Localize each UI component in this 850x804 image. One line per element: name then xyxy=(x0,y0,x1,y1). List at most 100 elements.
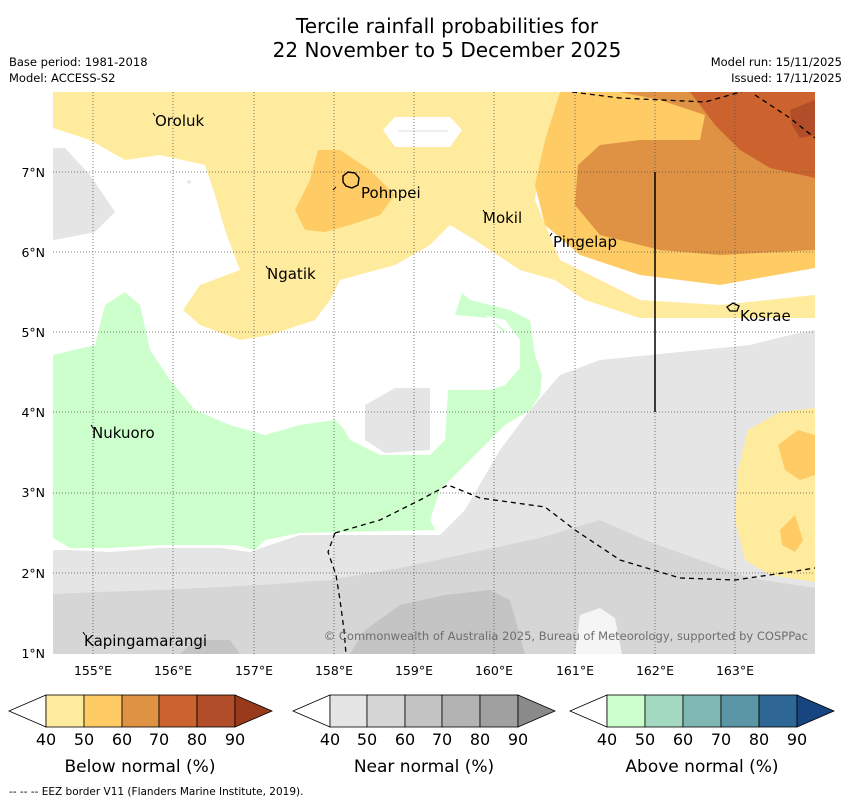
near-swatch-1 xyxy=(329,694,368,728)
below-swatch-0 xyxy=(7,694,47,728)
place-kapingamarangi: Kapingamarangi xyxy=(84,632,207,650)
near-tick-40: 40 xyxy=(320,730,340,749)
above-normal-label: Above normal (%) xyxy=(625,757,778,777)
info-right: Model run: 15/11/2025 Issued: 17/11/2025 xyxy=(711,54,842,86)
below-50-east-2 xyxy=(780,515,803,552)
lon-label-162e: 162°E xyxy=(636,663,674,678)
model-name: Model: ACCESS-S2 xyxy=(9,71,116,85)
lat-label-4n: 4°N xyxy=(21,405,45,420)
below-40-main-region xyxy=(53,92,815,340)
eez-northeast xyxy=(754,94,815,139)
white-hole-top xyxy=(383,117,462,147)
legend-near xyxy=(291,694,557,728)
lon-label-161e: 161°E xyxy=(556,663,594,678)
near-swatch-0 xyxy=(291,694,331,728)
place-kosrae: Kosrae xyxy=(740,307,791,325)
below-tick-50: 50 xyxy=(74,730,94,749)
lon-label-155e: 155°E xyxy=(74,663,112,678)
white-spot-bottom xyxy=(575,608,622,654)
near-60-south xyxy=(350,590,525,654)
lat-label-5n: 5°N xyxy=(21,325,45,340)
kosrae-island-icon xyxy=(726,302,740,312)
below-50-east-1 xyxy=(778,430,815,480)
copyright-text: © Commonwealth of Australia 2025, Bureau… xyxy=(324,629,808,643)
pohnpei-reef xyxy=(332,186,337,191)
map-title: Tercile rainfall probabilities for 22 No… xyxy=(0,14,850,62)
islet-marker xyxy=(187,180,191,184)
footer-note: -- -- -- EEZ border V11 (Flanders Marine… xyxy=(9,786,304,798)
below-tick-60: 60 xyxy=(112,730,132,749)
white-gap-green xyxy=(195,315,520,440)
place-ngatik: Ngatik xyxy=(267,265,316,283)
title-line-1: Tercile rainfall probabilities for xyxy=(295,14,599,38)
issued-date: Issued: 17/11/2025 xyxy=(731,71,842,85)
below-swatch-1 xyxy=(45,694,85,728)
below-swatch-3 xyxy=(121,694,160,728)
eez-southwest xyxy=(327,532,347,654)
above-tick-40: 40 xyxy=(597,730,617,749)
pohnpei-island-icon xyxy=(342,171,360,189)
below-swatch-5 xyxy=(196,694,236,728)
above-40-region xyxy=(53,292,542,550)
near-50-south xyxy=(53,520,815,654)
below-tick-70: 70 xyxy=(149,730,169,749)
eez-south xyxy=(334,484,815,581)
near-swatch-6 xyxy=(517,694,557,728)
near-tick-60: 60 xyxy=(395,730,415,749)
place-nukuoro: Nukuoro xyxy=(92,424,155,442)
lon-label-157e: 157°E xyxy=(235,663,273,678)
above-swatch-3 xyxy=(682,694,722,728)
lat-label-6n: 6°N xyxy=(21,245,45,260)
below-70-northeast xyxy=(690,92,815,178)
place-mokil: Mokil xyxy=(483,209,522,227)
below-tick-40: 40 xyxy=(36,730,56,749)
above-swatch-1 xyxy=(606,694,646,728)
place-oroluk: Oroluk xyxy=(155,112,204,130)
near-swatch-4 xyxy=(441,694,481,728)
lon-label-160e: 160°E xyxy=(475,663,513,678)
near-swatch-2 xyxy=(366,694,406,728)
below-normal-label: Below normal (%) xyxy=(65,757,216,777)
below-tick-80: 80 xyxy=(187,730,207,749)
lon-label-158e: 158°E xyxy=(315,663,353,678)
eez-north xyxy=(571,92,744,103)
legend-above xyxy=(568,694,836,728)
eez-borders xyxy=(327,92,815,654)
place-pingelap: Pingelap xyxy=(553,233,617,251)
near-swatch-5 xyxy=(479,694,519,728)
near-60-southwest xyxy=(180,640,240,654)
near-tick-70: 70 xyxy=(432,730,452,749)
near-normal-label: Near normal (%) xyxy=(354,757,494,777)
map-plot: Oroluk Pohnpei Mokil Pingelap Ngatik Kos… xyxy=(53,92,815,654)
place-pohnpei: Pohnpei xyxy=(361,184,421,202)
above-tick-90: 90 xyxy=(787,730,807,749)
above-swatch-6 xyxy=(796,694,836,728)
place-markers xyxy=(82,112,553,636)
lon-label-163e: 163°E xyxy=(716,663,754,678)
model-run: Model run: 15/11/2025 xyxy=(710,55,842,69)
base-period: Base period: 1981-2018 xyxy=(9,55,148,69)
lat-label-3n: 3°N xyxy=(21,485,45,500)
above-swatch-2 xyxy=(644,694,684,728)
lat-label-1n: 1°N xyxy=(21,646,45,661)
lat-label-2n: 2°N xyxy=(21,566,45,581)
above-swatch-4 xyxy=(720,694,760,728)
below-swatch-6 xyxy=(234,694,274,728)
below-swatch-2 xyxy=(83,694,123,728)
legend-below xyxy=(7,694,274,728)
above-tick-80: 80 xyxy=(749,730,769,749)
near-tick-90: 90 xyxy=(508,730,528,749)
near-40-west xyxy=(53,148,115,240)
near-swatch-3 xyxy=(404,694,443,728)
below-50-pohnpei xyxy=(295,150,395,232)
below-tick-90: 90 xyxy=(225,730,245,749)
lon-label-159e: 159°E xyxy=(395,663,433,678)
lon-label-156e: 156°E xyxy=(154,663,192,678)
info-left: Base period: 1981-2018 Model: ACCESS-S2 xyxy=(9,54,148,86)
below-80-northeast xyxy=(790,100,815,138)
title-line-2: 22 November to 5 December 2025 xyxy=(272,38,622,62)
above-tick-60: 60 xyxy=(673,730,693,749)
near-tick-80: 80 xyxy=(470,730,490,749)
below-swatch-4 xyxy=(158,694,198,728)
